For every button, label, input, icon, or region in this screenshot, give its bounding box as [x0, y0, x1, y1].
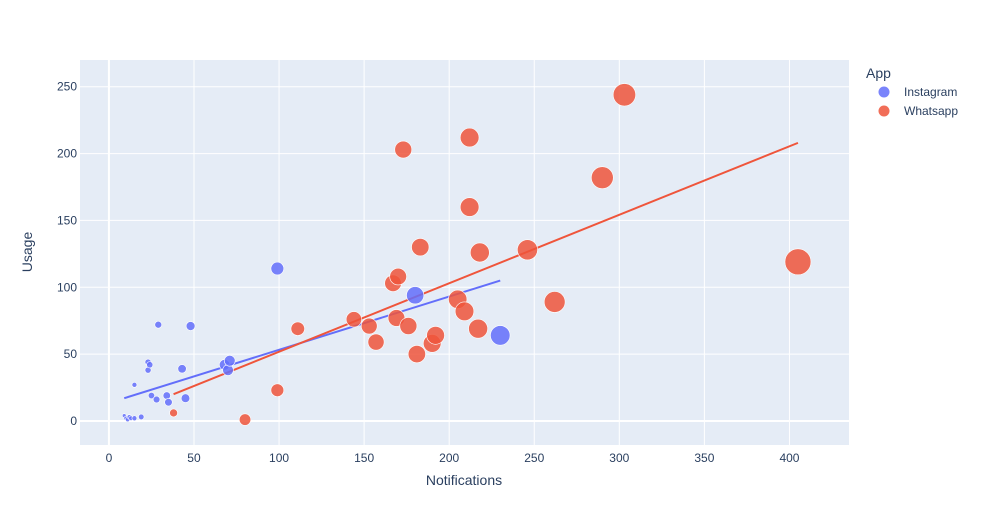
x-tick-label: 50: [187, 451, 201, 465]
legend-item-instagram[interactable]: Instagram: [878, 85, 958, 99]
data-point-whatsapp[interactable]: [238, 413, 252, 426]
trendline-layer: [123, 141, 799, 400]
data-point-instagram[interactable]: [164, 398, 173, 407]
x-tick-label: 150: [354, 451, 374, 465]
data-point-whatsapp[interactable]: [784, 248, 812, 276]
data-point-whatsapp[interactable]: [612, 83, 636, 107]
data-point-whatsapp[interactable]: [290, 321, 305, 336]
legend-label: Instagram: [904, 85, 957, 99]
legend-title: App: [866, 65, 891, 81]
plot-background: [80, 60, 849, 445]
x-tick-label: 350: [694, 451, 714, 465]
data-point-whatsapp[interactable]: [454, 301, 475, 321]
x-tick-label: 0: [106, 451, 113, 465]
data-point-whatsapp[interactable]: [517, 239, 538, 261]
data-point-whatsapp[interactable]: [469, 242, 490, 263]
data-point-whatsapp[interactable]: [459, 197, 480, 217]
data-point-whatsapp[interactable]: [591, 166, 614, 189]
legend-items[interactable]: Instagram Whatsapp: [878, 85, 959, 118]
data-point-instagram[interactable]: [270, 261, 285, 276]
data-point-whatsapp[interactable]: [426, 326, 445, 345]
data-point-instagram[interactable]: [152, 395, 161, 404]
data-point-instagram[interactable]: [406, 286, 425, 305]
x-tick-label: 400: [779, 451, 799, 465]
data-point-whatsapp[interactable]: [407, 345, 426, 364]
data-point-instagram[interactable]: [490, 325, 511, 346]
data-point-whatsapp[interactable]: [389, 267, 407, 286]
y-tick-label: 100: [57, 280, 77, 294]
data-point-instagram[interactable]: [185, 321, 196, 331]
data-point-whatsapp[interactable]: [411, 238, 430, 257]
data-point-instagram[interactable]: [131, 382, 138, 388]
y-tick-label: 50: [64, 347, 78, 361]
y-axis-title: Usage: [19, 232, 35, 273]
data-point-whatsapp[interactable]: [345, 311, 362, 328]
data-point-instagram[interactable]: [154, 320, 163, 329]
data-point-instagram[interactable]: [131, 415, 138, 422]
points-layer: [121, 83, 812, 426]
trendline-whatsapp: [173, 141, 799, 396]
legend-label: Whatsapp: [904, 104, 958, 118]
data-point-instagram[interactable]: [177, 364, 187, 374]
data-point-whatsapp[interactable]: [543, 291, 566, 313]
data-point-instagram[interactable]: [223, 355, 236, 367]
x-axis-title: Notifications: [426, 472, 502, 488]
tick-labels: 0 50 100 150 200 250 300 350 400 0 50 100 150 200 250: [57, 80, 800, 465]
legend-marker: [878, 105, 890, 117]
x-tick-label: 300: [609, 451, 629, 465]
data-point-whatsapp[interactable]: [169, 408, 178, 418]
legend-marker: [878, 86, 890, 98]
data-point-whatsapp[interactable]: [399, 317, 418, 335]
data-point-instagram[interactable]: [138, 413, 145, 421]
data-point-whatsapp[interactable]: [468, 318, 488, 339]
data-point-instagram[interactable]: [162, 391, 171, 400]
data-point-whatsapp[interactable]: [270, 383, 285, 397]
y-tick-label: 200: [57, 147, 77, 161]
x-tick-label: 100: [269, 451, 289, 465]
x-tick-label: 250: [524, 451, 544, 465]
data-point-instagram[interactable]: [180, 393, 191, 403]
data-point-instagram[interactable]: [222, 364, 234, 376]
data-point-whatsapp[interactable]: [394, 140, 413, 159]
data-point-whatsapp[interactable]: [367, 333, 385, 351]
legend[interactable]: App Instagram Whatsapp: [866, 65, 958, 118]
x-tick-label: 200: [439, 451, 459, 465]
data-point-whatsapp[interactable]: [360, 317, 378, 335]
legend-item-whatsapp[interactable]: Whatsapp: [878, 104, 959, 118]
data-point-instagram[interactable]: [146, 361, 154, 369]
y-tick-label: 150: [57, 213, 77, 227]
data-point-instagram[interactable]: [147, 392, 155, 400]
y-tick-label: 0: [70, 414, 77, 428]
y-tick-label: 250: [57, 80, 77, 94]
data-point-whatsapp[interactable]: [459, 127, 480, 148]
